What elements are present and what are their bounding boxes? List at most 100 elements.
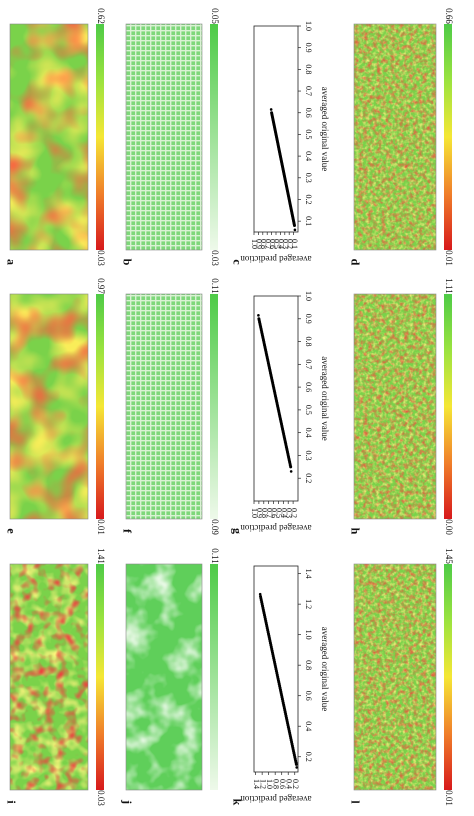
y-tick-g-7: 0.9 [255, 508, 264, 518]
x-tick-g-5: 0.7 [304, 359, 313, 369]
y-tick-g-8: 1.0 [250, 508, 259, 518]
x-tick-g-7: 0.9 [304, 314, 313, 324]
y-tick-c-1: 0.2 [285, 239, 294, 249]
colorbar-max-e: 0.97 [96, 278, 106, 294]
y-tick-k-3: 0.8 [271, 779, 280, 789]
y-tick-k-6: 1.4 [252, 779, 261, 789]
heatmap-j [125, 563, 203, 791]
x-tick-k-3: 0.8 [304, 660, 313, 670]
y-tick-c-9: 1.0 [250, 239, 259, 249]
panel-letter-a: a [4, 259, 18, 265]
colorbar-min-e: 0.01 [96, 519, 106, 535]
y-tick-k-1: 0.4 [284, 779, 293, 789]
y-tick-g-6: 0.8 [260, 508, 269, 518]
x-tick-c-5: 0.6 [304, 108, 313, 118]
colorbar-min-l: 0.01 [444, 790, 454, 806]
y-tick-c-4: 0.5 [272, 239, 281, 249]
x-tick-c-7: 0.8 [304, 64, 313, 74]
data-point-k-extra-0 [295, 766, 298, 769]
x-tick-c-1: 0.2 [304, 194, 313, 204]
data-point-g-extra-1 [257, 314, 260, 317]
colorbar-max-d: 0.66 [444, 8, 454, 24]
x-tick-c-0: 0.1 [304, 216, 313, 226]
x-tick-g-3: 0.5 [304, 405, 313, 415]
data-point-c-extra-1 [269, 108, 273, 111]
panel-b: b 0.05 0.03 [120, 8, 220, 266]
x-tick-c-9: 1.0 [304, 21, 313, 31]
y-tick-k-5: 1.2 [258, 779, 267, 789]
y-tick-c-2: 0.3 [281, 239, 290, 249]
panels-root: a0.620.03 b0.050.03 c0.10.20.30.40.50.60.7… [4, 8, 454, 806]
x-axis-label-k: averaged original value [320, 627, 330, 711]
x-tick-c-8: 0.9 [304, 43, 313, 53]
data-point-g-90 [257, 317, 261, 321]
x-tick-k-6: 1.4 [304, 569, 313, 579]
heatmap-b [125, 23, 203, 251]
panel-g: g0.20.30.40.50.60.70.80.91.00.20.30.40.5… [230, 291, 330, 534]
x-tick-k-5: 1.2 [304, 599, 313, 609]
panel-letter-g: g [230, 528, 244, 534]
panel-e: e 0.97 0.01 [4, 278, 106, 535]
y-axis-label-g: averaged prediction [240, 523, 312, 533]
heatmap-i [9, 563, 89, 791]
y-tick-c-8: 0.9 [255, 239, 264, 249]
data-point-c-90 [270, 111, 274, 115]
x-tick-c-4: 0.5 [304, 129, 313, 139]
colorbar-e [96, 294, 104, 519]
panel-f: f 0.11 0.09 [120, 278, 220, 535]
x-tick-c-3: 0.4 [304, 151, 313, 161]
colorbar-h [444, 294, 452, 519]
y-tick-c-3: 0.4 [277, 239, 286, 249]
panel-j: j 0.11 [120, 548, 220, 804]
y-axis-label-c: averaged prediction [240, 254, 312, 264]
y-tick-c-0: 0.1 [290, 239, 299, 249]
colorbar-max-j: 0.11 [210, 548, 220, 563]
panel-letter-f: f [120, 529, 134, 534]
colorbar-max-l: 1.45 [444, 548, 454, 564]
colorbar-i [96, 564, 104, 790]
x-tick-g-1: 0.3 [304, 450, 313, 460]
colorbar-max-a: 0.62 [96, 8, 106, 24]
panel-letter-e: e [4, 528, 18, 534]
x-tick-k-2: 0.6 [304, 691, 313, 701]
x-tick-g-2: 0.4 [304, 428, 313, 438]
heatmap-f [125, 293, 203, 520]
x-tick-c-6: 0.7 [304, 86, 313, 96]
colorbar-min-b: 0.03 [210, 250, 220, 266]
colorbar-min-i: 0.03 [96, 790, 106, 806]
x-tick-k-0: 0.2 [304, 752, 313, 762]
y-tick-k-0: 0.2 [291, 779, 300, 789]
y-tick-c-6: 0.7 [263, 239, 272, 249]
y-tick-g-1: 0.3 [284, 508, 293, 518]
colorbar-min-f: 0.09 [210, 519, 220, 535]
heatmap-h [353, 293, 437, 520]
plot-frame-k [253, 565, 299, 773]
heatmap-a [9, 23, 89, 251]
panel-a: a 0.62 0.03 [4, 8, 106, 266]
y-tick-g-2: 0.4 [279, 508, 288, 518]
panel-k: k0.20.40.60.81.01.21.40.20.40.60.81.01.2… [230, 565, 330, 806]
colorbar-f [210, 294, 218, 519]
colorbar-max-i: 1.41 [96, 548, 106, 564]
panel-letter-l: l [348, 800, 362, 804]
y-tick-g-4: 0.6 [270, 508, 279, 518]
colorbar-max-f: 0.11 [210, 278, 220, 293]
colorbar-min-a: 0.03 [96, 250, 106, 266]
colorbar-min-d: 0.01 [444, 250, 454, 266]
colorbar-max-h: 1.11 [444, 278, 454, 293]
y-tick-c-5: 0.6 [268, 239, 277, 249]
heatmap-l [353, 563, 437, 791]
y-tick-c-7: 0.8 [259, 239, 268, 249]
y-tick-k-2: 0.6 [278, 779, 287, 789]
panel-c: c0.10.20.30.40.50.60.70.80.91.00.10.20.3… [230, 21, 330, 265]
y-tick-g-3: 0.5 [275, 508, 284, 518]
panel-h: h 1.11 0.00 [348, 278, 454, 535]
colorbar-j [210, 564, 218, 790]
x-tick-g-8: 1.0 [304, 291, 313, 301]
colorbar-min-h: 0.00 [444, 519, 454, 535]
colorbar-l [444, 564, 452, 790]
panel-letter-i: i [4, 800, 18, 804]
panel-letter-b: b [120, 259, 134, 266]
colorbar-max-b: 0.05 [210, 8, 220, 24]
